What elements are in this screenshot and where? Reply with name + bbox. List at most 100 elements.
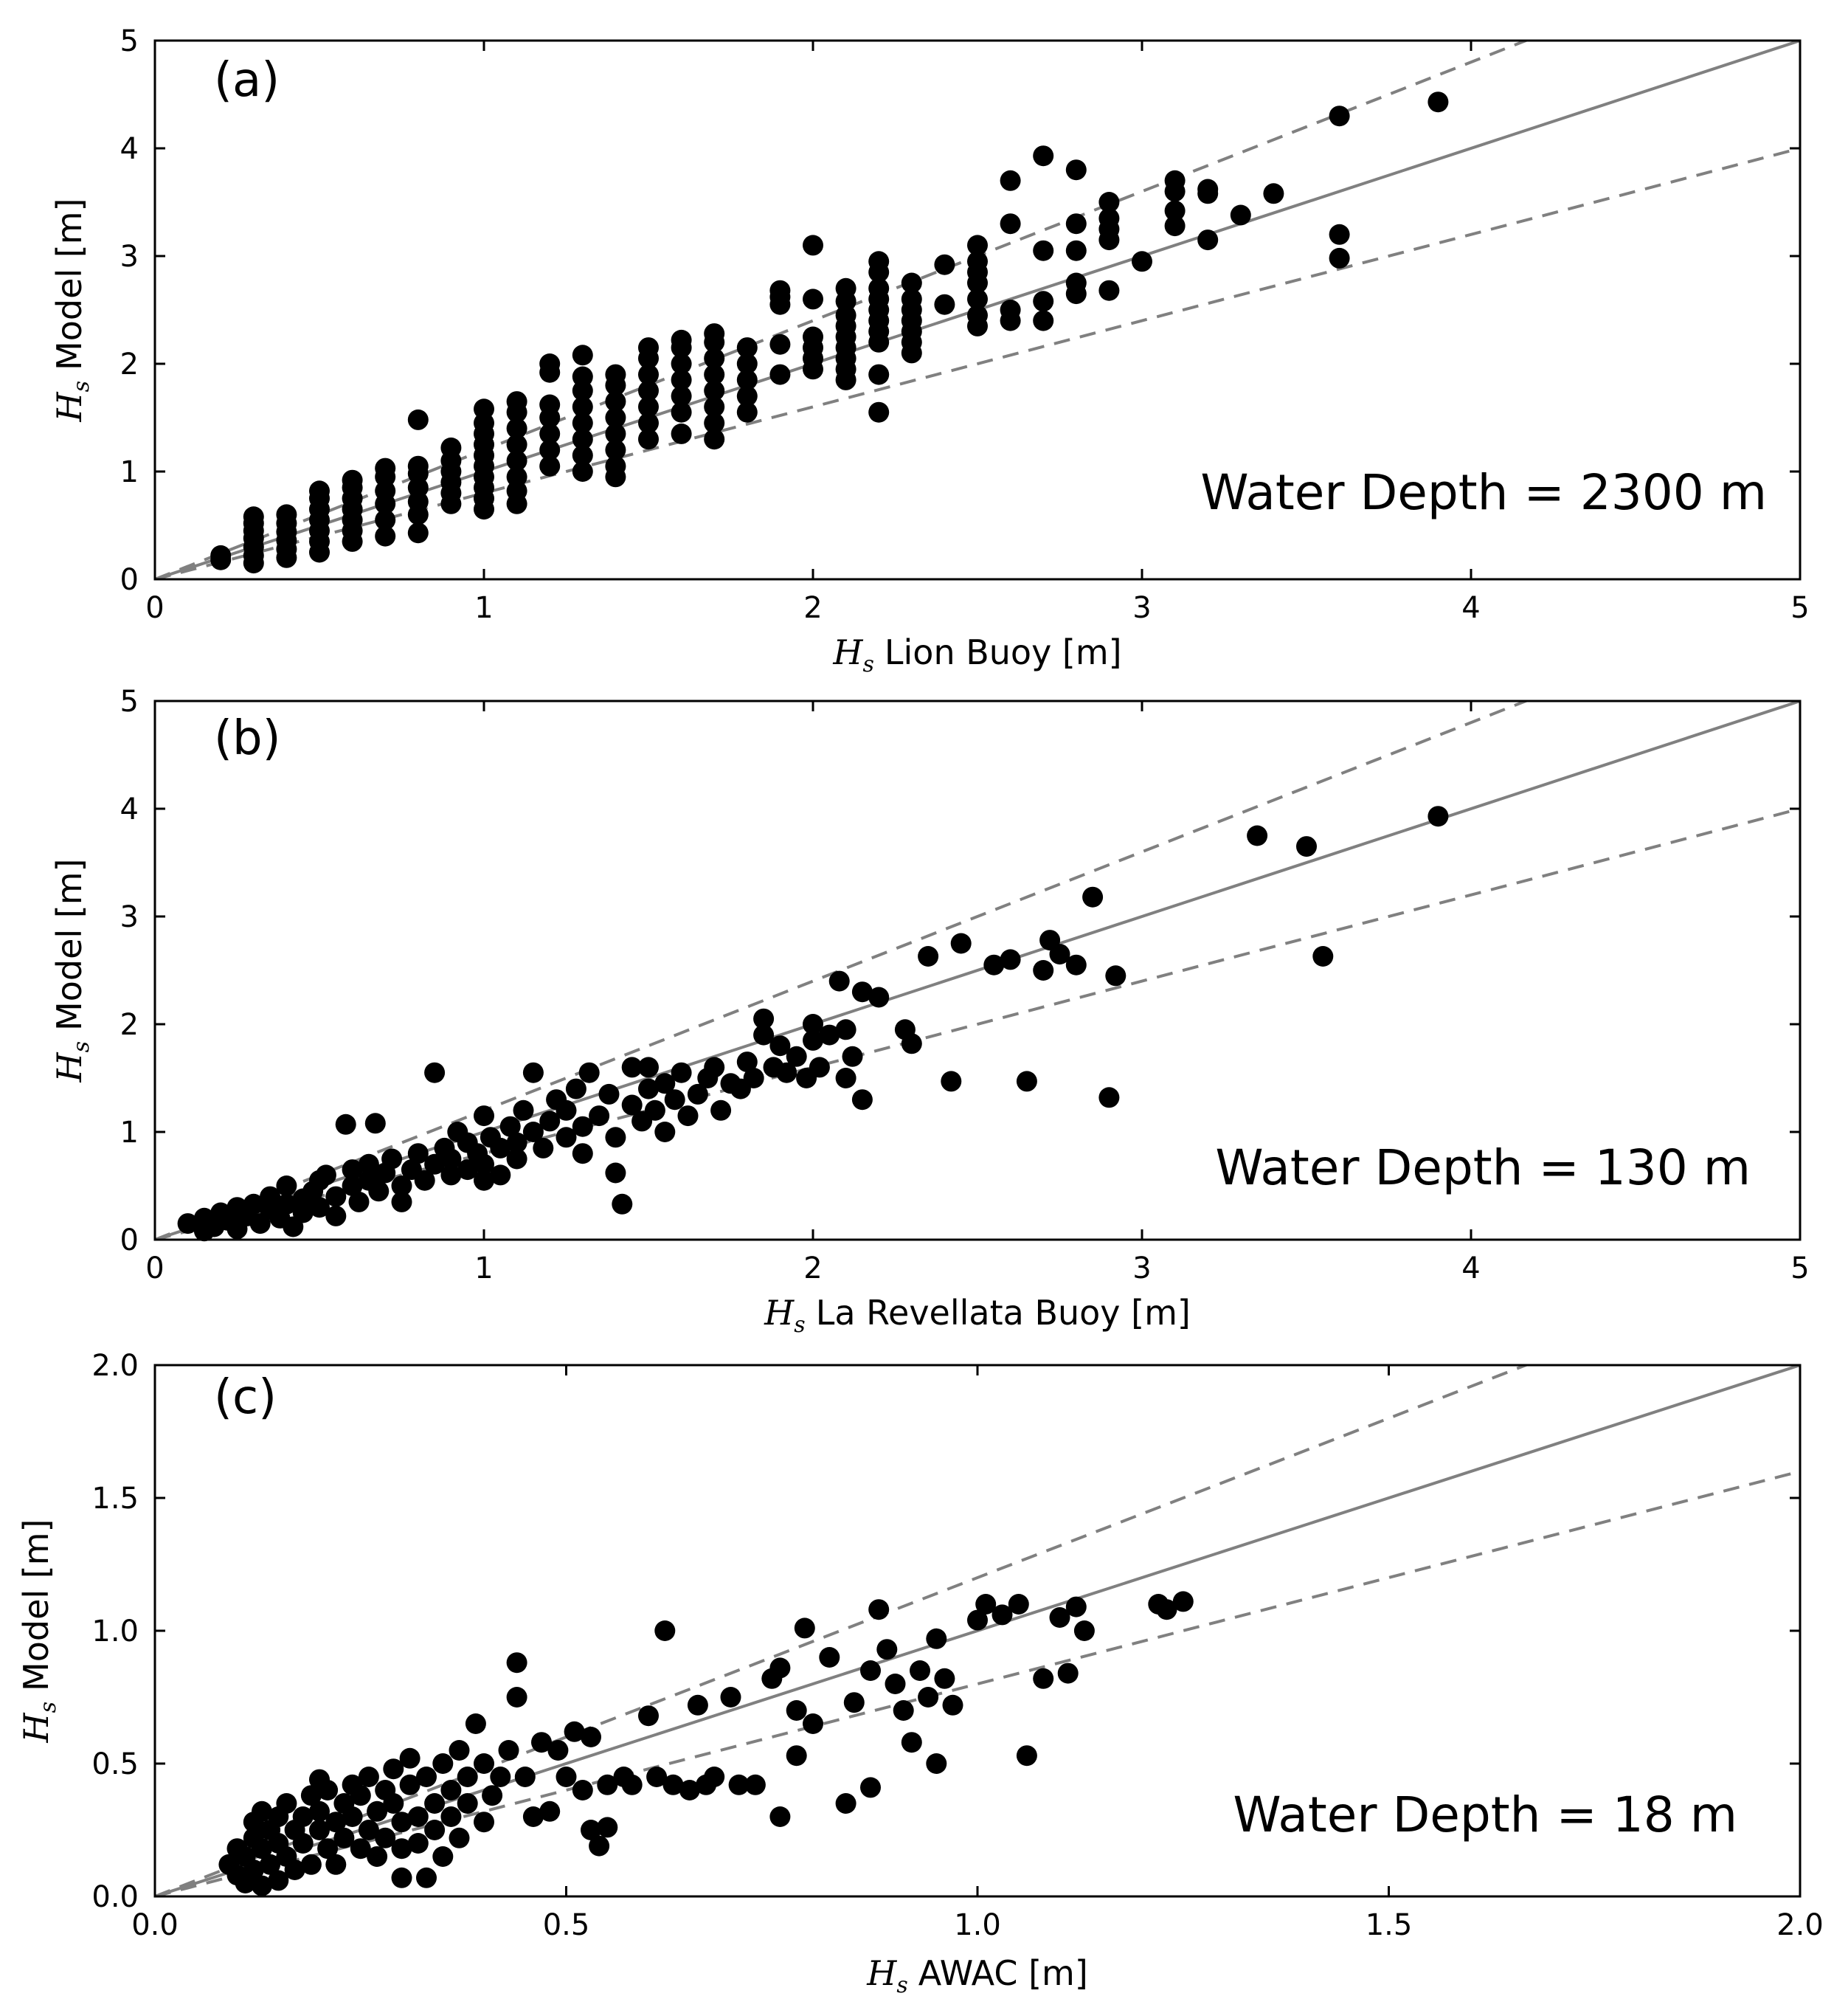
data-point xyxy=(835,1793,856,1814)
data-point xyxy=(457,1767,478,1787)
y-axis-label: Hs Model [m] xyxy=(16,1519,61,1744)
data-point xyxy=(1105,965,1127,987)
data-point xyxy=(769,280,791,301)
data-point xyxy=(710,1099,732,1121)
y-tick-label: 2 xyxy=(120,348,139,381)
data-point xyxy=(391,1812,412,1833)
y-tick-label: 3 xyxy=(120,900,139,934)
data-point xyxy=(1098,1087,1120,1108)
data-point xyxy=(605,1127,626,1148)
data-point xyxy=(654,1073,676,1094)
data-point xyxy=(704,396,725,418)
data-point xyxy=(325,1812,347,1833)
data-point xyxy=(704,1767,725,1787)
data-point xyxy=(440,437,462,458)
data-point xyxy=(457,1159,478,1181)
data-point xyxy=(457,1793,478,1814)
data-point xyxy=(252,1800,272,1822)
data-point xyxy=(860,1660,881,1681)
data-point xyxy=(572,396,593,418)
x-axis-symbol: H xyxy=(832,632,863,672)
data-point xyxy=(868,1599,890,1620)
data-point xyxy=(333,1827,355,1848)
data-point xyxy=(1329,247,1350,269)
data-point xyxy=(284,1860,305,1880)
data-point xyxy=(556,1099,577,1121)
data-point xyxy=(581,1820,601,1840)
x-tick-label: 0.5 xyxy=(543,1908,590,1942)
reference-line-plus-20 xyxy=(155,701,1530,1240)
data-point xyxy=(506,466,527,488)
x-tick-label: 5 xyxy=(1790,1251,1809,1285)
data-point xyxy=(1065,240,1087,261)
data-point xyxy=(292,1833,314,1854)
data-point xyxy=(893,1700,914,1721)
reference-line-one-to-one xyxy=(155,701,1800,1240)
data-point xyxy=(835,1068,856,1088)
data-point xyxy=(350,1785,371,1806)
data-point xyxy=(835,277,856,299)
data-point xyxy=(918,946,939,967)
data-point xyxy=(934,254,955,275)
x-tick-label: 1.5 xyxy=(1366,1908,1413,1942)
data-point xyxy=(375,525,396,547)
data-point xyxy=(1296,836,1317,857)
data-point xyxy=(367,1846,388,1867)
data-point xyxy=(786,1700,807,1721)
data-point xyxy=(407,409,429,430)
data-point xyxy=(1230,204,1251,226)
data-point xyxy=(506,1687,527,1708)
data-point xyxy=(835,1019,856,1040)
x-tick-label: 0 xyxy=(145,591,164,625)
data-point xyxy=(572,345,593,366)
data-point xyxy=(1065,213,1087,235)
data-point xyxy=(803,235,823,256)
data-point xyxy=(358,1820,379,1840)
data-point xyxy=(868,364,890,385)
data-point xyxy=(1065,1596,1087,1617)
reference-line-minus-20 xyxy=(155,1470,1800,1896)
data-point xyxy=(983,954,1005,976)
data-point xyxy=(364,1113,386,1134)
data-point xyxy=(474,1753,494,1774)
data-point xyxy=(572,412,593,434)
data-point xyxy=(803,1029,823,1051)
data-point xyxy=(399,1774,421,1795)
y-tick-label: 0.0 xyxy=(91,1880,139,1914)
data-point xyxy=(589,1105,610,1127)
data-point xyxy=(531,1732,552,1753)
y-axis-text: Model [m] xyxy=(49,859,89,1031)
data-point xyxy=(1008,1594,1029,1615)
x-axis-symbol: H xyxy=(764,1293,795,1333)
data-point xyxy=(414,1170,435,1191)
data-point xyxy=(260,1186,281,1207)
x-axis-subscript: s xyxy=(862,652,873,677)
data-point xyxy=(407,455,429,477)
data-point xyxy=(276,1193,297,1215)
panel-c: 0.0 0.5 1.0 1.5 2.0 0.0 0.5 1.0 1.5 2.0 (c) Water… xyxy=(16,1349,1824,1998)
data-point xyxy=(1172,1591,1194,1612)
data-point xyxy=(901,1732,922,1753)
axis-ticks: 0.0 0.5 1.0 1.5 2.0 0.0 0.5 1.0 1.5 2.0 xyxy=(91,1349,1823,1942)
data-point xyxy=(605,455,626,477)
data-point xyxy=(522,1062,544,1083)
data-point xyxy=(506,391,527,412)
data-point xyxy=(646,1767,668,1787)
x-axis-text: AWAC [m] xyxy=(918,1953,1088,1993)
data-point xyxy=(769,334,791,355)
data-point xyxy=(300,1854,322,1875)
data-point xyxy=(598,1083,620,1105)
data-point xyxy=(1033,291,1054,312)
x-tick-label: 2 xyxy=(803,591,822,625)
data-point xyxy=(876,1639,898,1660)
data-point xyxy=(581,1727,601,1747)
data-point xyxy=(638,412,659,434)
x-axis-label: Hs La Revellata Buoy [m] xyxy=(764,1293,1191,1338)
data-point xyxy=(851,981,873,1003)
data-point xyxy=(671,385,692,407)
data-point xyxy=(572,1116,593,1137)
data-point xyxy=(736,353,758,374)
data-point xyxy=(638,1705,659,1727)
data-point xyxy=(1033,1668,1054,1689)
data-point xyxy=(605,439,626,460)
